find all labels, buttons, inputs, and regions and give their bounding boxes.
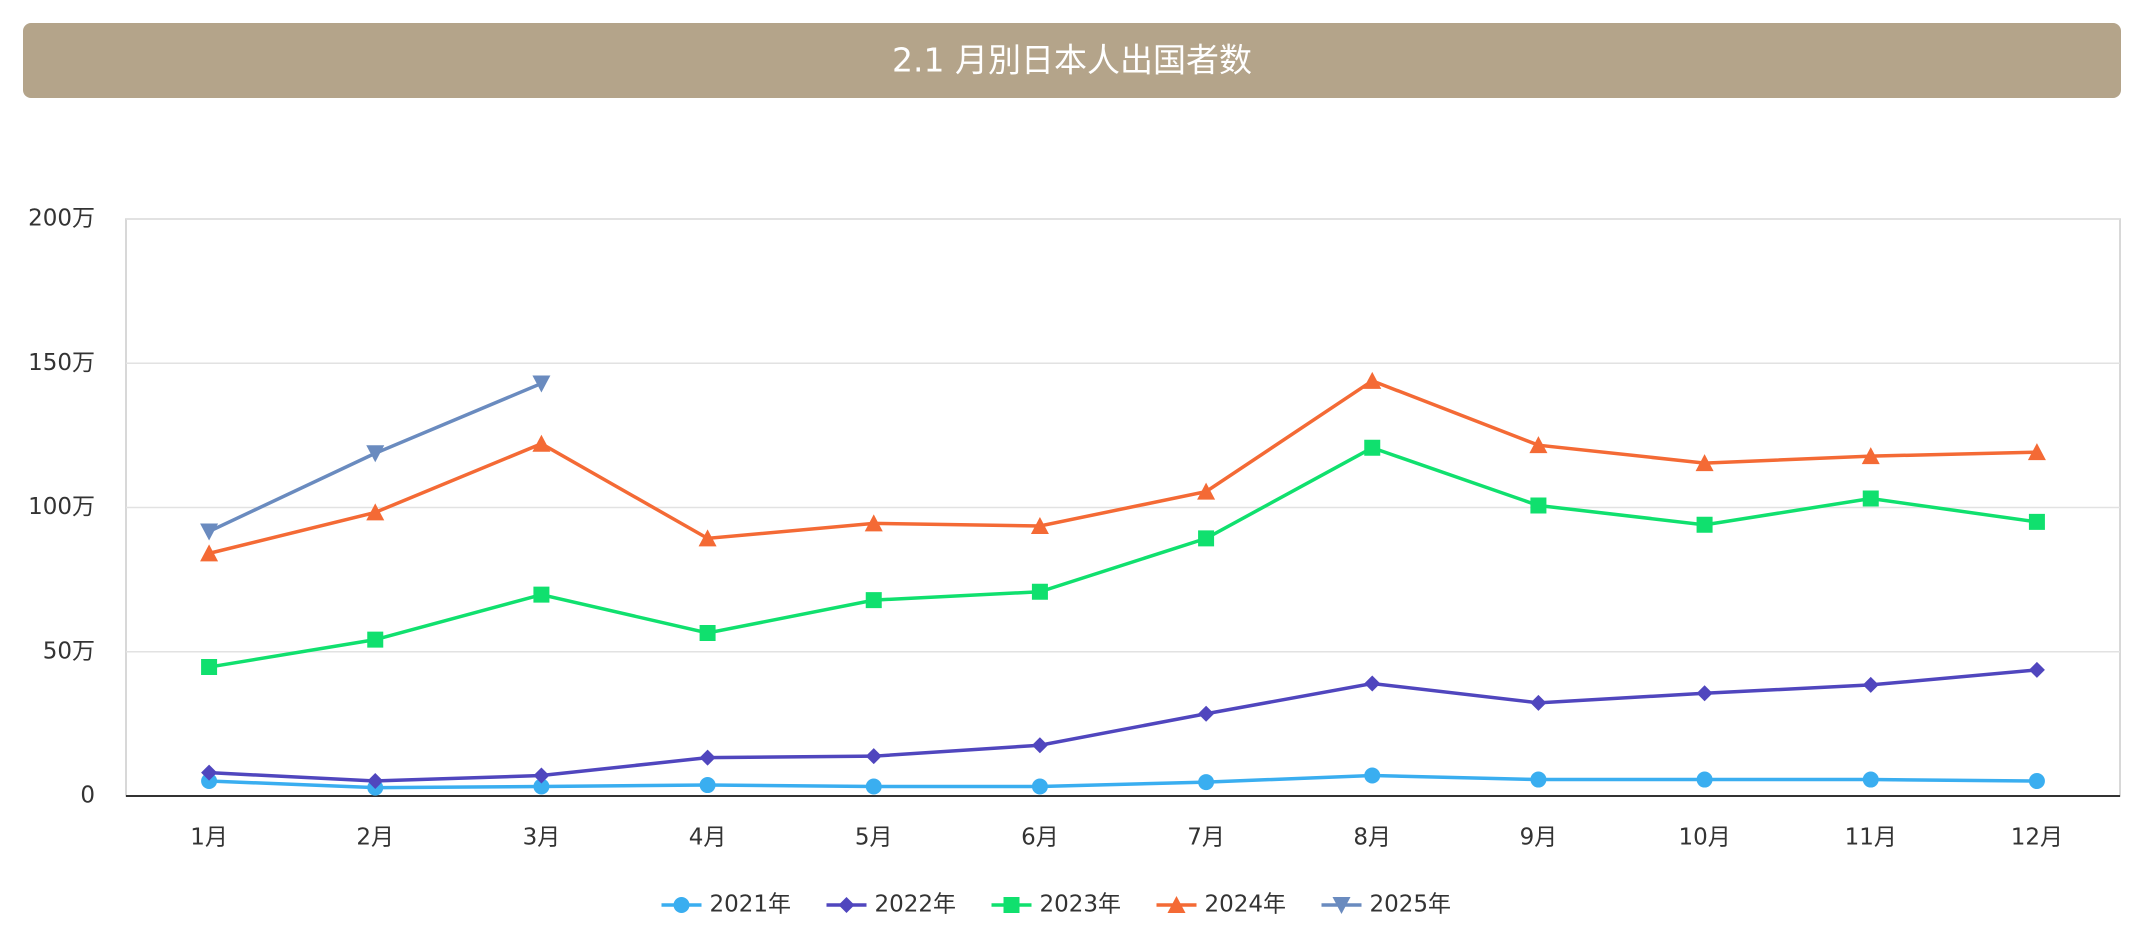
- marker: [2027, 443, 2046, 461]
- marker: [1198, 774, 1215, 791]
- marker: [1030, 516, 1049, 534]
- marker: [1862, 771, 1879, 788]
- series-line: [208, 445, 2038, 669]
- marker: [699, 777, 716, 794]
- legend-label: 2022年: [875, 892, 957, 918]
- series-line: [208, 378, 2037, 556]
- x-tick-label: 5月: [855, 825, 893, 851]
- marker: [1197, 482, 1216, 500]
- marker: [532, 375, 551, 393]
- legend-label: 2025年: [1370, 892, 1452, 918]
- x-tick-label: 2月: [356, 825, 394, 851]
- x-tick-label: 4月: [689, 825, 727, 851]
- x-tick-label: 10月: [1678, 825, 1730, 851]
- marker: [1696, 771, 1713, 788]
- marker: [366, 445, 385, 463]
- marker: [1031, 778, 1048, 795]
- marker: [1363, 371, 1382, 389]
- marker: [864, 514, 883, 532]
- marker: [200, 544, 219, 562]
- marker: [699, 749, 716, 766]
- y-tick-label: 150万: [28, 350, 95, 376]
- marker: [2028, 661, 2045, 678]
- marker: [533, 778, 550, 795]
- legend-marker: [838, 897, 855, 913]
- series-line: [209, 773, 2037, 790]
- marker: [1364, 439, 1381, 456]
- legend-marker: [1003, 897, 1020, 913]
- marker: [533, 767, 550, 784]
- marker: [865, 748, 882, 765]
- marker: [201, 764, 218, 781]
- chart-title: 2.1 月別日本人出国者数: [892, 41, 1252, 80]
- legend-label: 2023年: [1040, 892, 1122, 918]
- marker: [1530, 694, 1547, 711]
- marker: [1861, 447, 1880, 465]
- x-tick-label: 1月: [190, 825, 228, 851]
- marker: [698, 529, 717, 547]
- marker: [1364, 767, 1381, 784]
- marker: [366, 503, 385, 521]
- marker: [1862, 490, 1879, 507]
- x-tick-label: 12月: [2011, 825, 2063, 851]
- marker: [1529, 436, 1548, 454]
- marker: [367, 631, 384, 648]
- marker: [1198, 705, 1215, 722]
- x-tick-label: 8月: [1353, 825, 1391, 851]
- title-bar: [23, 23, 2121, 98]
- marker: [533, 586, 550, 603]
- marker: [201, 659, 218, 676]
- legend-marker: [673, 897, 690, 913]
- marker: [1696, 516, 1713, 533]
- x-tick-label: 6月: [1021, 825, 1059, 851]
- marker: [1530, 771, 1547, 788]
- legend-label: 2024年: [1205, 892, 1287, 918]
- marker: [1696, 685, 1713, 702]
- legend-marker: [1167, 896, 1186, 913]
- marker: [2028, 772, 2045, 789]
- marker: [532, 434, 551, 452]
- marker: [200, 523, 219, 541]
- marker: [1695, 454, 1714, 472]
- marker: [201, 772, 218, 789]
- x-tick-label: 7月: [1187, 825, 1225, 851]
- x-tick-label: 3月: [523, 825, 561, 851]
- marker: [865, 592, 882, 609]
- y-tick-label: 50万: [43, 638, 95, 664]
- marker: [1031, 583, 1048, 600]
- series-line: [208, 668, 2038, 783]
- marker: [1862, 676, 1879, 693]
- legend-label: 2021年: [710, 892, 792, 918]
- marker: [699, 624, 716, 641]
- marker: [2028, 513, 2045, 530]
- marker: [367, 772, 384, 789]
- legend-marker: [1332, 897, 1351, 914]
- y-tick-label: 0: [80, 783, 95, 809]
- x-tick-label: 9月: [1520, 825, 1558, 851]
- y-tick-label: 200万: [28, 206, 95, 232]
- marker: [1031, 737, 1048, 754]
- x-tick-label: 11月: [1845, 825, 1897, 851]
- marker: [1364, 675, 1381, 692]
- marker: [1530, 497, 1547, 514]
- marker: [1198, 530, 1215, 547]
- marker: [865, 778, 882, 795]
- y-tick-label: 100万: [28, 494, 95, 520]
